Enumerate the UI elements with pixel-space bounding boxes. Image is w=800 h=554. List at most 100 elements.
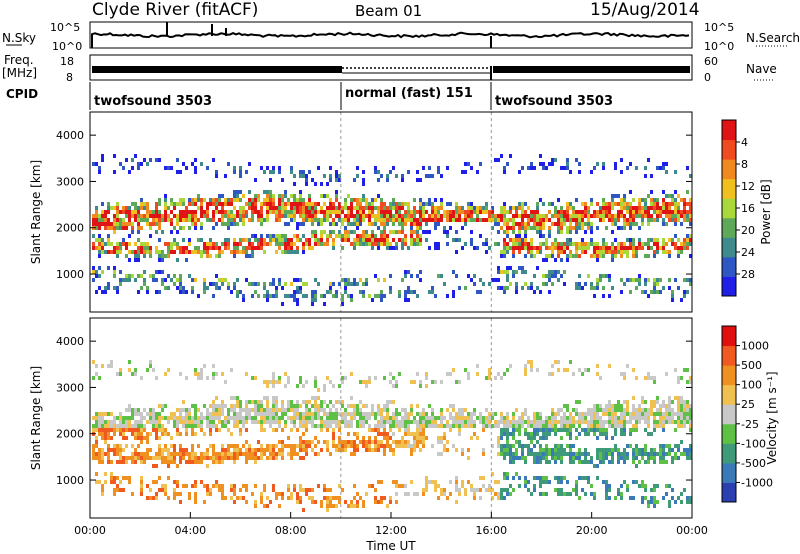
heatmap-cell xyxy=(311,222,314,226)
heatmap-cell xyxy=(167,218,170,222)
heatmap-cell xyxy=(452,404,455,408)
heatmap-cell xyxy=(137,230,140,234)
heatmap-cell xyxy=(221,448,224,452)
y-tick-label: 1000 xyxy=(56,268,84,281)
heatmap-cell xyxy=(569,202,572,206)
heatmap-cell xyxy=(506,266,509,270)
heatmap-cell xyxy=(200,376,203,380)
heatmap-cell xyxy=(260,424,263,428)
heatmap-cell xyxy=(425,174,428,178)
heatmap-cell xyxy=(98,234,101,238)
heatmap-cell xyxy=(416,238,419,242)
heatmap-cell xyxy=(566,242,569,246)
heatmap-cell xyxy=(566,404,569,408)
heatmap-cell xyxy=(92,270,95,274)
heatmap-cell xyxy=(158,254,161,258)
heatmap-cell xyxy=(173,214,176,218)
heatmap-cell xyxy=(125,476,128,480)
heatmap-cell xyxy=(533,460,536,464)
heatmap-cell xyxy=(131,230,134,234)
heatmap-cell xyxy=(674,218,677,222)
heatmap-cell xyxy=(344,206,347,210)
heatmap-cell xyxy=(275,380,278,384)
heatmap-cell xyxy=(356,424,359,428)
heatmap-cell xyxy=(296,238,299,242)
heatmap-cell xyxy=(149,364,152,368)
heatmap-cell xyxy=(281,238,284,242)
heatmap-cell xyxy=(353,432,356,436)
heatmap-cell xyxy=(515,448,518,452)
heatmap-cell xyxy=(176,202,179,206)
heatmap-cell xyxy=(191,416,194,420)
heatmap-cell xyxy=(389,242,392,246)
heatmap-cell xyxy=(560,480,563,484)
heatmap-cell xyxy=(674,412,677,416)
heatmap-cell xyxy=(659,416,662,420)
heatmap-cell xyxy=(92,428,95,432)
heatmap-cell xyxy=(629,496,632,500)
heatmap-cell xyxy=(371,440,374,444)
heatmap-cell xyxy=(302,456,305,460)
heatmap-cell xyxy=(185,460,188,464)
heatmap-cell xyxy=(638,242,641,246)
heatmap-cell xyxy=(566,424,569,428)
heatmap-cell xyxy=(326,496,329,500)
heatmap-cell xyxy=(194,368,197,372)
heatmap-cell xyxy=(377,500,380,504)
heatmap-cell xyxy=(656,500,659,504)
colorbar-tick-label: 25 xyxy=(741,398,755,411)
heatmap-cell xyxy=(515,472,518,476)
heatmap-cell xyxy=(311,448,314,452)
heatmap-cell xyxy=(509,226,512,230)
heatmap-cell xyxy=(209,416,212,420)
heatmap-cell xyxy=(542,166,545,170)
heatmap-cell xyxy=(356,500,359,504)
heatmap-cell xyxy=(227,242,230,246)
heatmap-cell xyxy=(512,238,515,242)
heatmap-cell xyxy=(449,492,452,496)
heatmap-cell xyxy=(128,214,131,218)
heatmap-cell xyxy=(533,246,536,250)
heatmap-cell xyxy=(149,254,152,258)
heatmap-cell xyxy=(143,428,146,432)
heatmap-cell xyxy=(446,420,449,424)
heatmap-cell xyxy=(311,290,314,294)
heatmap-cell xyxy=(341,246,344,250)
heatmap-cell xyxy=(479,420,482,424)
heatmap-cell xyxy=(491,412,494,416)
heatmap-cell xyxy=(584,456,587,460)
colorbar-swatch xyxy=(722,482,736,503)
heatmap-cell xyxy=(212,416,215,420)
heatmap-cell xyxy=(686,246,689,250)
heatmap-cell xyxy=(215,484,218,488)
heatmap-cell xyxy=(623,376,626,380)
heatmap-cell xyxy=(617,448,620,452)
heatmap-cell xyxy=(512,226,515,230)
heatmap-cell xyxy=(635,222,638,226)
heatmap-cell xyxy=(323,384,326,388)
heatmap-cell xyxy=(530,226,533,230)
heatmap-cell xyxy=(266,456,269,460)
heatmap-cell xyxy=(524,456,527,460)
heatmap-cell xyxy=(236,496,239,500)
heatmap-cell xyxy=(584,492,587,496)
heatmap-cell xyxy=(101,154,104,158)
heatmap-cell xyxy=(443,436,446,440)
heatmap-cell xyxy=(650,246,653,250)
heatmap-cell xyxy=(278,198,281,202)
heatmap-cell xyxy=(293,444,296,448)
heatmap-cell xyxy=(389,210,392,214)
heatmap-cell xyxy=(650,452,653,456)
heatmap-cell xyxy=(314,298,317,302)
heatmap-cell xyxy=(635,246,638,250)
colorbar-swatch xyxy=(722,178,736,199)
heatmap-cell xyxy=(293,420,296,424)
heatmap-cell xyxy=(233,218,236,222)
heatmap-cell xyxy=(98,480,101,484)
heatmap-cell xyxy=(155,420,158,424)
heatmap-cell xyxy=(569,428,572,432)
heatmap-cell xyxy=(245,416,248,420)
heatmap-cell xyxy=(653,282,656,286)
heatmap-cell xyxy=(521,214,524,218)
heatmap-cell xyxy=(143,452,146,456)
